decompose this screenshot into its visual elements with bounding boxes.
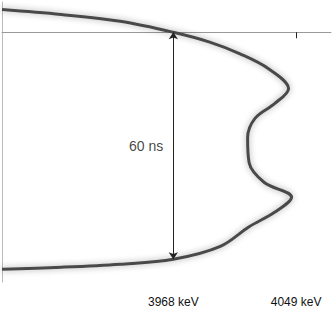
svg-text:60 ns: 60 ns xyxy=(129,138,163,154)
svg-text:3968 keV: 3968 keV xyxy=(148,295,199,309)
svg-text:4049 keV: 4049 keV xyxy=(271,295,322,309)
